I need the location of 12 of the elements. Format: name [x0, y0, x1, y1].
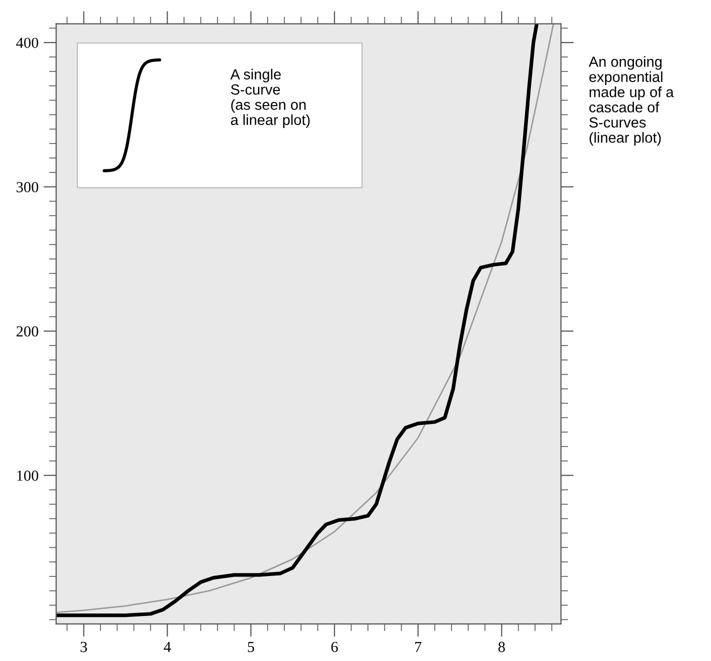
y-tick-label: 300 — [16, 182, 38, 192]
x-tick-label: 8 — [498, 642, 505, 652]
y-tick-label: 100 — [17, 470, 38, 481]
x-tick-label: 4 — [164, 642, 171, 652]
x-tick-label: 3 — [80, 642, 87, 652]
text: An ongoing exponential made up of a cascade of S-curves (linear plot) — [588, 56, 674, 146]
annotation: A single S-curve (as seen on a linear plot) — [230, 68, 310, 128]
x-tick-label: 7 — [415, 642, 422, 652]
y-tick-label: 200 — [16, 326, 38, 337]
x-tick-label: 5 — [248, 642, 254, 652]
y-tick-label: 400 — [16, 38, 38, 48]
x-tick-label: 6 — [331, 642, 338, 652]
